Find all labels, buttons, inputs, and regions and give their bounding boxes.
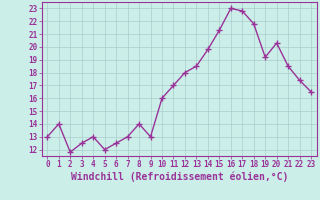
X-axis label: Windchill (Refroidissement éolien,°C): Windchill (Refroidissement éolien,°C) bbox=[70, 172, 288, 182]
